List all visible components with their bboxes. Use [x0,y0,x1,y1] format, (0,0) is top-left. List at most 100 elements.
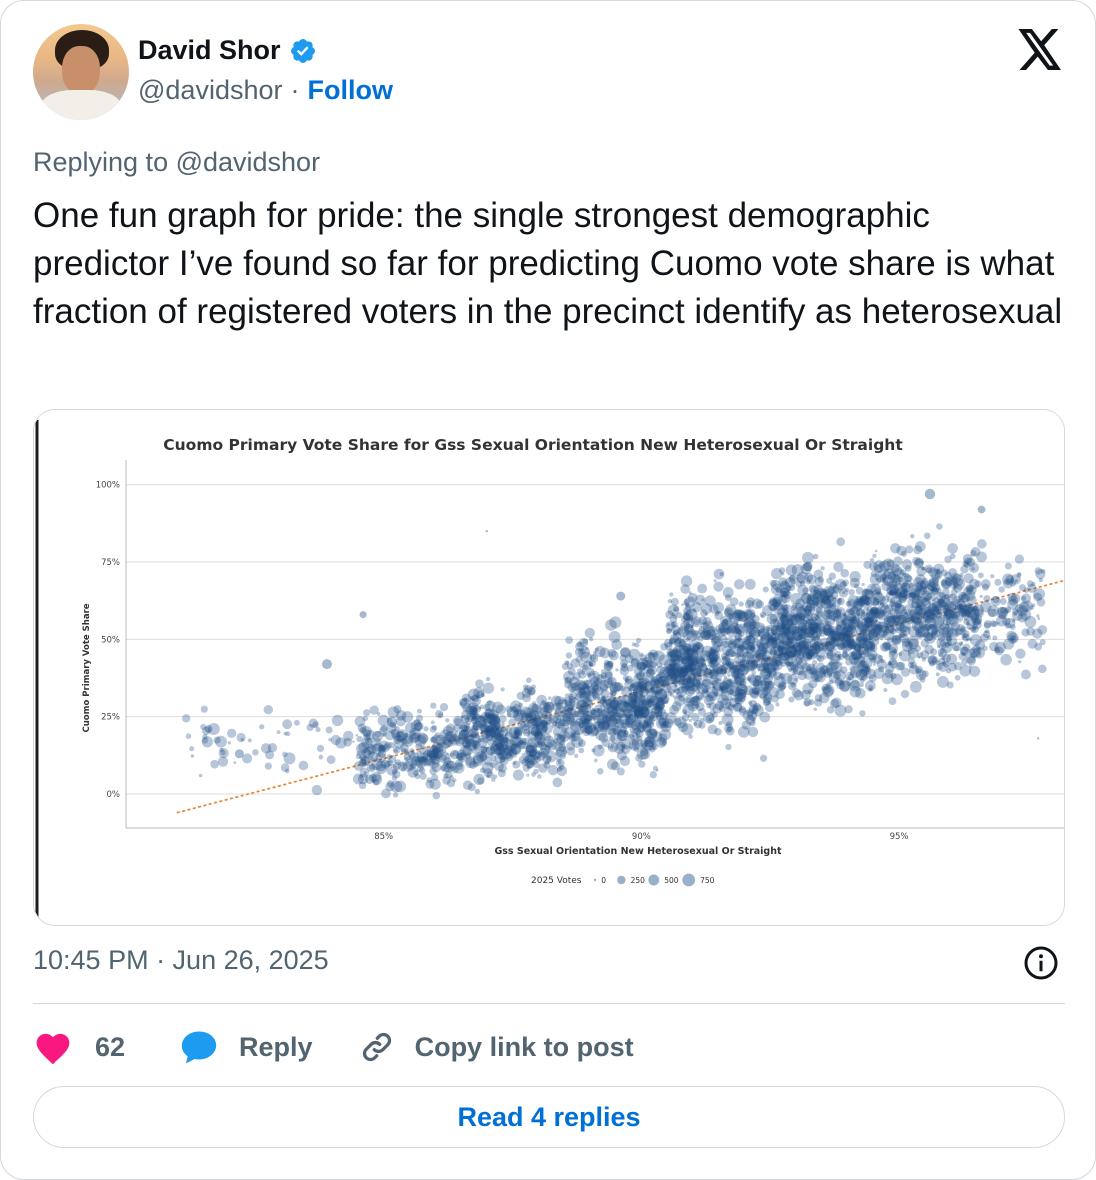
like-action[interactable]: 62 [33,1029,125,1065]
follow-link[interactable]: Follow [307,75,393,105]
data-point [556,758,565,768]
data-point [715,644,724,653]
info-icon[interactable] [1023,945,1059,981]
data-point [714,727,722,736]
author-display-name[interactable]: David Shor [138,35,281,65]
data-point [477,737,488,749]
author-handle[interactable]: @davidshor [138,75,283,105]
data-point [719,572,724,577]
data-point [490,743,500,752]
data-point [655,688,668,701]
data-point [470,705,477,712]
data-point [870,619,882,631]
reply-action[interactable]: Reply [179,1029,313,1065]
data-point [495,727,505,737]
data-point [621,702,633,714]
data-point [622,675,629,681]
link-icon[interactable] [359,1029,395,1065]
data-point [691,616,702,628]
tweet-timestamp[interactable]: 10:45 PM · Jun 26, 2025 [33,945,329,975]
data-point [508,726,521,739]
data-point [692,657,699,665]
data-point [625,717,634,726]
data-point [1007,632,1019,644]
data-point [730,697,734,701]
data-point [653,678,660,686]
data-point [525,744,535,754]
data-point [616,695,627,706]
data-point [667,662,680,675]
data-point [541,710,551,720]
data-point [601,738,610,748]
data-point [445,760,455,769]
data-point [761,655,769,662]
data-point [431,749,438,755]
data-point [991,620,998,628]
data-point [484,728,490,734]
data-point [414,773,421,780]
data-point [682,657,686,661]
data-point [561,662,569,671]
data-point [628,688,632,692]
data-point [584,679,593,689]
data-point [803,700,810,707]
data-point [611,639,623,650]
heart-icon[interactable] [33,1029,73,1065]
data-point [738,660,746,668]
replying-to-label[interactable]: Replying to @davidshor [33,147,321,177]
data-point [941,580,951,590]
data-point [717,642,722,648]
data-point [509,743,522,755]
data-point [614,727,621,734]
data-point [874,549,878,553]
data-point [562,708,569,715]
data-point [578,662,585,669]
data-point [557,743,561,747]
data-point [897,576,904,583]
data-point [742,636,751,646]
data-point [661,682,667,688]
author-avatar[interactable] [33,24,129,120]
copy-link-action[interactable]: Copy link to post [359,1029,634,1065]
data-point [633,746,639,752]
data-point [675,692,683,699]
x-logo-icon[interactable] [1017,29,1063,71]
data-point [742,621,755,634]
data-point [666,627,672,634]
data-point [581,671,585,675]
data-point [578,747,585,754]
data-point [600,675,604,679]
data-point [735,628,742,635]
data-point [633,673,645,685]
data-point [658,733,668,743]
tweet-media-chart[interactable]: 0% 25% 50% 75% 100% 85% 90% 95% Cuomo Primary V… [33,409,1065,926]
data-point [555,734,566,745]
data-point [571,732,576,737]
data-point [371,758,383,771]
data-point [383,741,392,750]
data-point [526,677,532,683]
data-point [698,616,708,625]
data-point [498,714,507,723]
data-point [731,610,743,622]
data-point [711,632,722,644]
speech-bubble-icon[interactable] [179,1029,219,1065]
data-point [531,772,536,777]
data-point [453,724,461,732]
data-point [403,749,410,756]
data-point [459,698,471,709]
data-point [575,641,585,652]
data-point [592,692,601,701]
read-replies-button[interactable]: Read 4 replies [33,1086,1065,1148]
data-point [487,721,496,730]
data-point [360,748,371,759]
data-point [791,607,803,619]
data-point [612,682,622,692]
data-point [608,735,616,743]
data-point [733,609,743,619]
data-point [568,697,580,708]
data-point [396,735,404,743]
data-point [527,730,539,742]
data-point [585,714,593,722]
data-point [502,736,509,743]
